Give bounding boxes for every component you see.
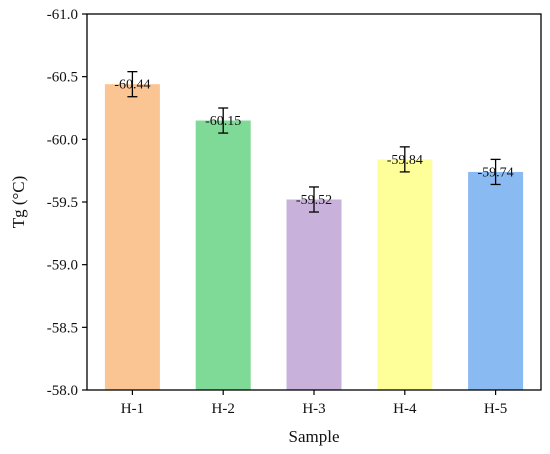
data-label: -59.84 <box>387 153 423 168</box>
y-axis-title: Tg (°C) <box>9 176 28 229</box>
error-bar <box>218 107 229 134</box>
error-bar <box>399 146 410 173</box>
bar-h-3 <box>286 199 342 390</box>
y-tick-label: -60.5 <box>47 70 78 86</box>
x-tick-label: H-1 <box>121 401 144 417</box>
bar-h-4 <box>377 159 433 390</box>
y-tick-label: -60.0 <box>47 132 78 148</box>
x-tick-label: H-4 <box>393 401 417 417</box>
y-axis-ticks: -58.0 -58.5 -59.0 -59.5 -60.0 -60.5 -61.0 <box>47 7 87 399</box>
x-tick-label: H-5 <box>484 401 507 417</box>
data-labels-group: -60.44 -60.15 -59.52 -59.84 -59.74 <box>114 78 513 208</box>
error-bar <box>309 186 319 213</box>
x-axis-title: Sample <box>289 427 340 446</box>
error-bars-group <box>127 71 501 213</box>
y-tick-label: -61.0 <box>47 7 78 23</box>
data-label: -59.74 <box>478 165 514 180</box>
y-tick-label: -59.5 <box>47 195 78 211</box>
y-tick-label: -59.0 <box>47 258 78 274</box>
x-axis-ticks: H-1 H-2 H-3 H-4 H-5 <box>121 390 507 417</box>
y-tick-label: -58.5 <box>47 320 78 336</box>
x-tick-label: H-3 <box>302 401 325 417</box>
x-tick-label: H-2 <box>212 401 235 417</box>
error-bar <box>127 71 138 98</box>
bar-h-1 <box>104 84 160 390</box>
data-label: -59.52 <box>296 193 332 208</box>
data-label: -60.15 <box>205 114 241 129</box>
error-bar <box>490 158 501 186</box>
y-tick-label: -58.0 <box>47 383 78 399</box>
bar-h-2 <box>195 120 251 391</box>
bars-group <box>104 84 524 391</box>
bar-h-5 <box>468 171 524 390</box>
data-label: -60.44 <box>114 78 150 93</box>
